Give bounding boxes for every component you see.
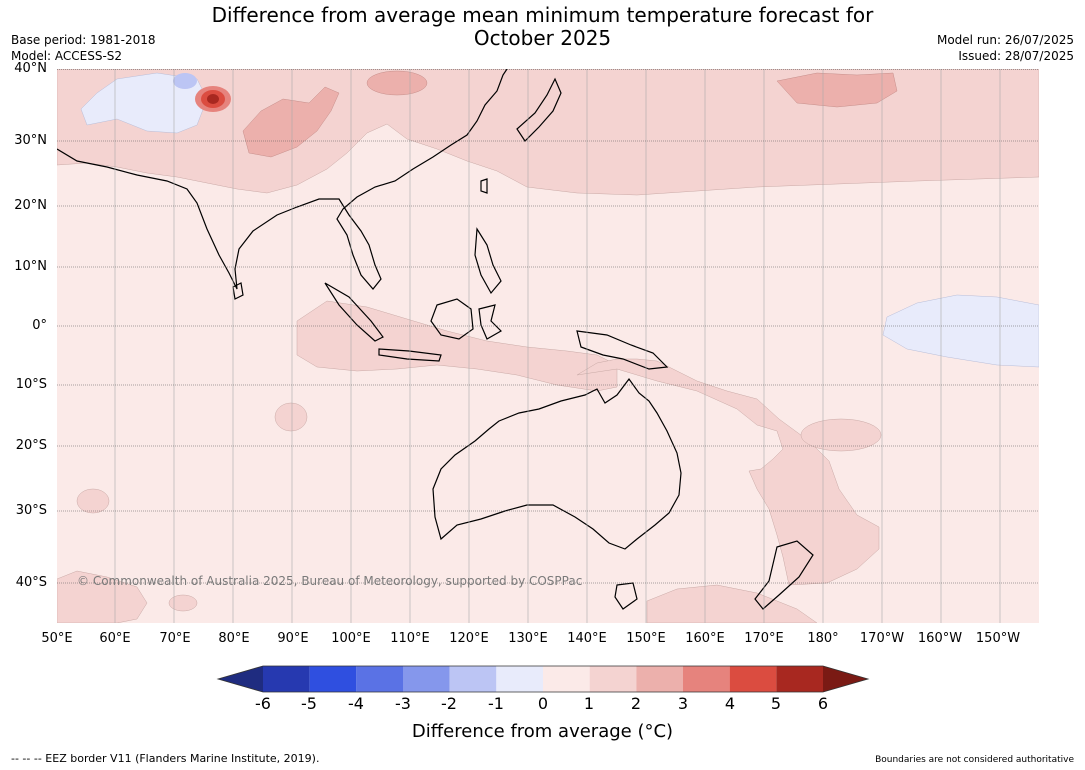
lon-label-130e: 130°E (508, 631, 548, 646)
coastline-borneo (430, 298, 474, 340)
colorbar-swatch (589, 666, 637, 692)
coastline-philippines (474, 227, 502, 295)
lon-label-60e: 60°E (99, 631, 131, 646)
colorbar-tick-6: 6 (817, 694, 829, 713)
coastline-taiwan (480, 178, 488, 194)
coastline-japan (516, 77, 562, 142)
colorbar-tick-1: 1 (583, 694, 595, 713)
coastline-sulawesi (478, 304, 502, 340)
colorbar-tick-neg2: -2 (441, 694, 457, 713)
anomaly-region-small-2 (76, 488, 110, 514)
lon-label-160e: 160°E (685, 631, 725, 646)
lon-label-100e: 100°E (331, 631, 371, 646)
lon-label-180: 180° (807, 631, 839, 646)
lon-label-90e: 90°E (277, 631, 309, 646)
colorbar-tick-neg1: -1 (488, 694, 504, 713)
title-line-1: Difference from average mean minimum tem… (211, 3, 874, 27)
lon-label-150w: 150°W (975, 631, 1021, 646)
colorbar-swatch (496, 666, 543, 692)
lat-label-0: 0° (32, 318, 47, 333)
colorbar-tick-5: 5 (770, 694, 782, 713)
colorbar-swatch (403, 666, 450, 692)
coastline-sri-lanka (232, 282, 244, 300)
colorbar-tick-4: 4 (724, 694, 736, 713)
colorbar-tick-2: 2 (630, 694, 642, 713)
forecast-map (57, 69, 1039, 623)
lon-label-150e: 150°E (626, 631, 666, 646)
colorbar-swatch (823, 666, 868, 692)
meta-left: Base period: 1981-2018 Model: ACCESS-S2 (11, 32, 156, 64)
colorbar-swatch (729, 666, 777, 692)
lat-label-30n: 30°N (14, 133, 47, 148)
coastline-tasmania (614, 582, 638, 610)
anomaly-region-north (57, 69, 1039, 196)
anomaly-region-small-3 (800, 418, 882, 452)
graticule (114, 69, 1001, 623)
colorbar-tick-neg6: -6 (255, 694, 271, 713)
coastline-java (378, 348, 442, 362)
map-title: Difference from average mean minimum tem… (0, 4, 1085, 50)
lon-label-70e: 70°E (159, 631, 191, 646)
colorbar-tick-neg5: -5 (301, 694, 317, 713)
lon-label-110e: 110°E (390, 631, 430, 646)
lon-label-170w: 170°W (859, 631, 905, 646)
title-line-2: October 2025 (473, 26, 612, 50)
issued-date: Issued: 28/07/2025 (958, 49, 1074, 63)
meta-right: Model run: 26/07/2025 Issued: 28/07/2025 (937, 32, 1074, 64)
colorbar-swatch (543, 666, 590, 692)
lat-label-30s: 30°S (15, 503, 47, 518)
model-run: Model run: 26/07/2025 (936, 33, 1074, 47)
colorbar-swatch (776, 666, 823, 692)
lon-label-160w: 160°W (917, 631, 963, 646)
coastline-new-guinea (576, 330, 669, 370)
parallels (57, 69, 1039, 584)
colorbar-tick-0: 0 (537, 694, 549, 713)
lat-label-40s: 40°S (15, 575, 47, 590)
coastline-sumatra (324, 282, 384, 342)
model-name: Model: ACCESS-S2 (11, 49, 123, 63)
anomaly-region-southwest (57, 570, 148, 623)
colorbar-swatch (449, 666, 497, 692)
colorbar-tick-neg3: -3 (395, 694, 411, 713)
anomaly-region-australia (576, 358, 880, 586)
colorbar-tick-3: 3 (677, 694, 689, 713)
warm-region-small (366, 70, 428, 96)
lat-label-10n: 10°N (14, 259, 47, 274)
colorbar (216, 665, 870, 693)
eez-border-note: -- -- -- EEZ border V11 (Flanders Marine… (11, 752, 320, 765)
anomaly-region-small-4 (168, 594, 198, 612)
hotspot-core (207, 94, 219, 104)
lat-label-20n: 20°N (14, 198, 47, 213)
colorbar-swatch (636, 666, 683, 692)
lat-label-40n: 40°N (14, 61, 47, 76)
lon-label-80e: 80°E (218, 631, 250, 646)
colorbar-tick-neg4: -4 (348, 694, 364, 713)
base-period: Base period: 1981-2018 (11, 33, 156, 47)
anomaly-region-maritime (296, 300, 618, 392)
copyright-notice: © Commonwealth of Australia 2025, Bureau… (77, 574, 583, 588)
lat-label-20s: 20°S (15, 438, 47, 453)
warm-region-north-pacific (776, 72, 898, 108)
anomaly-region-small-1 (274, 402, 308, 432)
anomaly-region-southeast (646, 584, 818, 623)
lon-label-140e: 140°E (567, 631, 607, 646)
colorbar-swatch (309, 666, 357, 692)
colorbar-swatch (263, 666, 310, 692)
coastlines (57, 69, 814, 610)
colorbar-swatch (356, 666, 403, 692)
colorbar-swatch (683, 666, 730, 692)
colorbar-swatches (218, 666, 868, 692)
colorbar-label: Difference from average (°C) (411, 721, 674, 742)
colorbar-swatch (218, 666, 263, 692)
lon-label-170e: 170°E (744, 631, 784, 646)
lat-label-10s: 10°S (15, 377, 47, 392)
boundaries-disclaimer: Boundaries are not considered authoritat… (875, 755, 1074, 765)
coastline-asia-mainland (57, 69, 508, 290)
coastline-new-zealand (754, 540, 814, 610)
cool-region-small (173, 73, 197, 89)
warm-region-tibet (242, 86, 340, 158)
lon-label-120e: 120°E (449, 631, 489, 646)
colorbar-outline (216, 665, 870, 693)
lon-label-50e: 50°E (41, 631, 73, 646)
